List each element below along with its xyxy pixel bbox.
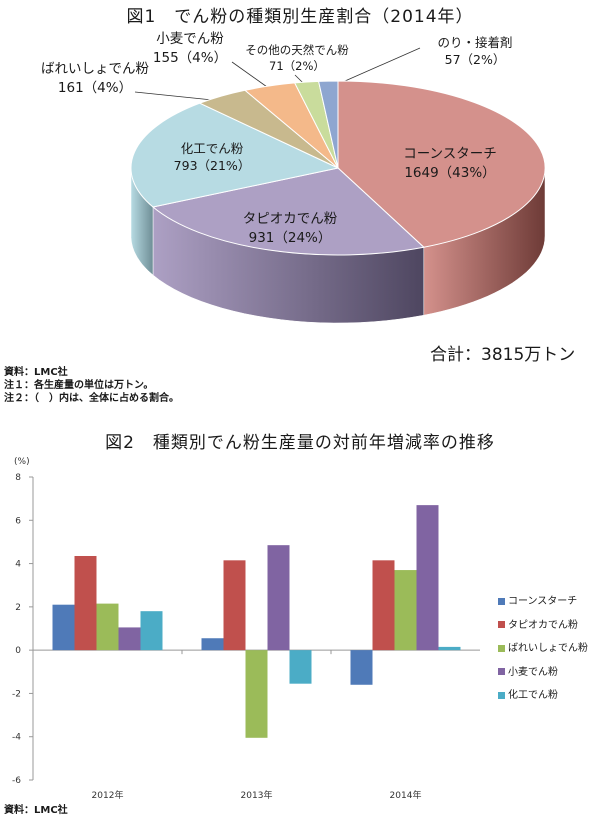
legend-label: コーンスターチ xyxy=(508,596,578,607)
y-tick-label: 8 xyxy=(15,473,21,483)
bar xyxy=(245,650,268,738)
legend-swatch xyxy=(498,668,505,675)
fig1-note-1: 注１：各生産量の単位は万トン。 xyxy=(4,380,154,391)
pie-label-name: 小麦でん粉 xyxy=(156,31,224,47)
pie-label-name: ばれいしょでん粉 xyxy=(41,61,149,77)
legend-label: ばれいしょでん粉 xyxy=(508,643,588,654)
pie-label-value: 161（4%） xyxy=(57,80,133,96)
pie-label-wheat: 小麦でん粉 155（4%） xyxy=(140,30,240,68)
bar-chart-title: 図2 種類別でん粉生産量の対前年増減率の推移 xyxy=(105,433,495,453)
legend-swatch xyxy=(498,621,505,628)
pie-total: 合計：3815万トン xyxy=(430,345,576,365)
bar xyxy=(394,570,417,651)
legend-swatch xyxy=(498,691,505,699)
pie-label-value: 71（2%） xyxy=(269,59,325,73)
y-tick-label: 4 xyxy=(15,560,21,570)
bar xyxy=(118,627,141,651)
bar xyxy=(96,603,119,651)
legend-label: 化工でん粉 xyxy=(508,690,558,701)
bar xyxy=(201,638,224,651)
bar xyxy=(223,560,246,651)
pie-label-other-natural: その他の天然でん粉 71（2%） xyxy=(232,42,362,74)
pie-label-value: 793（21%） xyxy=(173,158,251,173)
legend-label: タピオカでん粉 xyxy=(508,619,578,631)
pie-slice-tapioca xyxy=(151,167,425,256)
y-tick-label: -2 xyxy=(12,689,21,699)
x-tick-label: 2014年 xyxy=(390,789,422,801)
pie-slice-modified xyxy=(130,102,340,208)
bar xyxy=(267,545,290,651)
legend-item: コーンスターチ xyxy=(498,592,577,607)
pie-label-tapioca: タピオカでん粉 931（24%） xyxy=(225,210,355,248)
legend-item: ばれいしょでん粉 xyxy=(498,639,588,654)
pie-label-corn: コーンスターチ 1649（43%） xyxy=(385,145,515,183)
bar xyxy=(289,650,312,684)
pie-label-value: 155（4%） xyxy=(152,50,228,66)
pie-label-value: 931（24%） xyxy=(248,230,332,246)
bar-chart: (%) 8 6 4 2 0 -2 -4 -6 2012年 2013年 2014年 xyxy=(12,457,480,801)
y-tick-label: -6 xyxy=(12,776,21,786)
fig1-source-note: 資料：LMC社 xyxy=(4,367,68,378)
y-tick-label: 2 xyxy=(15,603,21,613)
pie-slice-corn xyxy=(337,80,546,248)
bar xyxy=(52,604,75,651)
x-tick-label: 2012年 xyxy=(92,789,124,801)
y-tick-label: 6 xyxy=(15,516,21,526)
pie-label-name: コーンスターチ xyxy=(403,146,497,162)
bar xyxy=(372,560,395,651)
bar xyxy=(74,555,97,651)
pie-label-modified: 化工でん粉 793（21%） xyxy=(162,140,262,174)
bar xyxy=(140,611,163,651)
pie-label-name: タピオカでん粉 xyxy=(242,211,338,227)
x-tick-label: 2013年 xyxy=(241,789,273,801)
legend-label: 小麦でん粉 xyxy=(508,666,558,678)
bar xyxy=(350,650,373,685)
pie-label-glue: のり・接着剤 57（2%） xyxy=(420,34,530,68)
legend-item: タピオカでん粉 xyxy=(498,616,578,631)
legend-swatch xyxy=(498,597,505,605)
y-tick-label: 0 xyxy=(15,646,21,656)
pie-label-name: 化工でん粉 xyxy=(180,141,244,156)
pie-label-value: 1649（43%） xyxy=(404,165,496,181)
pie-label-value: 57（2%） xyxy=(444,52,506,67)
y-axis-unit: (%) xyxy=(14,457,30,467)
bar xyxy=(438,646,461,651)
bar xyxy=(416,505,439,651)
y-tick-label: -4 xyxy=(12,733,21,743)
pie-chart-title: 図1 でん粉の種類別生産割合（2014年） xyxy=(126,7,474,27)
legend-item: 化工でん粉 xyxy=(498,686,558,701)
legend-item: 小麦でん粉 xyxy=(498,663,558,678)
fig2-source-note: 資料：LMC社 xyxy=(4,805,68,816)
pie-label-name: その他の天然でん粉 xyxy=(245,43,349,57)
pie-label-potato: ばれいしょでん粉 161（4%） xyxy=(25,60,165,98)
pie-chart xyxy=(130,47,546,324)
legend-swatch xyxy=(498,644,505,652)
fig1-note-2: 注２：（ ）内は、全体に占める割合。 xyxy=(4,393,179,404)
pie-slice-glue xyxy=(317,80,339,169)
pie-label-name: のり・接着剤 xyxy=(437,35,513,50)
